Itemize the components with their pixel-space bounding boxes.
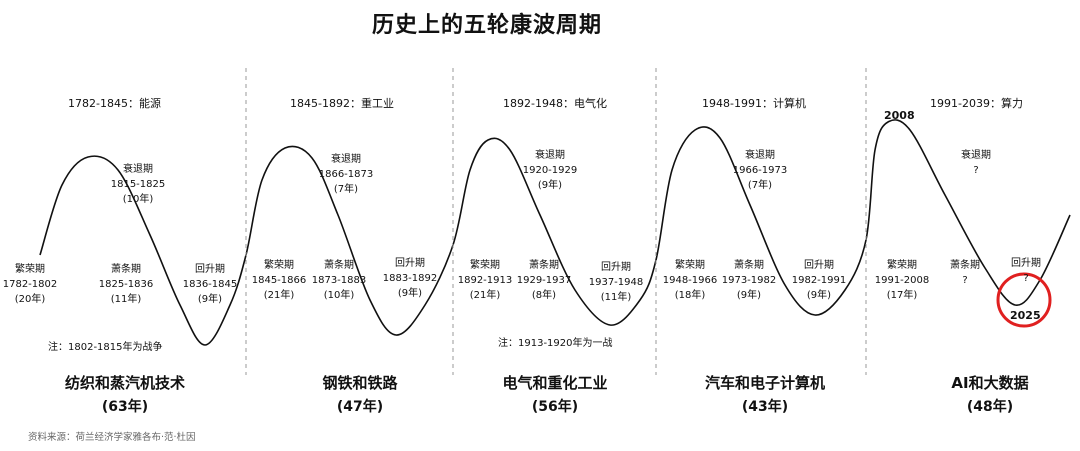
peak-year-label: 2008 [884,109,915,122]
prosperity-label-2: 繁荣期 1845-1866 (21年) [251,260,307,301]
tech-label-5: AI和大数据 [951,374,1029,392]
recovery-label-3: 回升期 1937-1948 (11年) [588,262,644,303]
wave-curve [39,119,1071,346]
highlight-circle [996,272,1052,328]
war-note-1: 注：1802-1815年为战争 [48,342,163,353]
page-title: 历史上的五轮康波周期 [372,13,603,38]
recession-label-1: 衰退期 1815-1825 (10年) [110,164,166,205]
depression-label-4: 萧条期 1973-1982 (9年) [721,260,777,301]
years-label-3: (56年) [531,399,579,415]
recession-label-2: 衰退期 1866-1873 (7年) [318,154,374,195]
tech-label-1: 纺织和蒸汽机技术 [64,374,185,392]
source-note: 资料来源：荷兰经济学家雅各布·范·杜因 [28,432,196,443]
recovery-label-5: 回升期 ? [1011,258,1041,284]
tech-label-2: 钢铁和铁路 [322,374,398,392]
years-label-1: (63年) [101,399,149,415]
prosperity-label-1: 繁荣期 1782-1802 (20年) [2,264,58,305]
era-label-3: 1892-1948：电气化 [503,97,607,110]
era-label-4: 1948-1991：计算机 [702,97,806,110]
tech-label-4: 汽车和电子计算机 [704,374,825,392]
recovery-label-2: 回升期 1883-1892 (9年) [382,258,438,299]
era-label-2: 1845-1892：重工业 [290,97,394,110]
depression-label-1: 萧条期 1825-1836 (11年) [98,264,154,305]
recovery-label-1: 回升期 1836-1845 (9年) [182,264,238,305]
depression-label-3: 萧条期 1929-1937 (8年) [516,260,572,301]
depression-label-5: 萧条期 ? [950,260,980,286]
prosperity-label-3: 繁荣期 1892-1913 (21年) [457,260,513,301]
years-label-2: (47年) [336,399,384,415]
years-label-5: (48年) [966,399,1014,415]
prosperity-label-5: 繁荣期 1991-2008 (17年) [874,260,930,301]
years-label-4: (43年) [741,399,789,415]
tech-label-3: 电气和重化工业 [502,374,608,392]
war-note-3: 注：1913-1920年为一战 [498,338,613,349]
recession-label-3: 衰退期 1920-1929 (9年) [522,150,578,191]
prosperity-label-4: 繁荣期 1948-1966 (18年) [662,260,718,301]
depression-label-2: 萧条期 1873-1883 (10年) [311,260,367,301]
era-label-5: 1991-2039：算力 [930,97,1023,110]
recession-label-5: 衰退期 ? [961,150,991,176]
era-label-1: 1782-1845：能源 [68,97,161,110]
trough-year-label: 2025 [1010,309,1041,322]
recovery-label-4: 回升期 1982-1991 (9年) [791,260,847,301]
recession-label-4: 衰退期 1966-1973 (7年) [732,150,788,191]
